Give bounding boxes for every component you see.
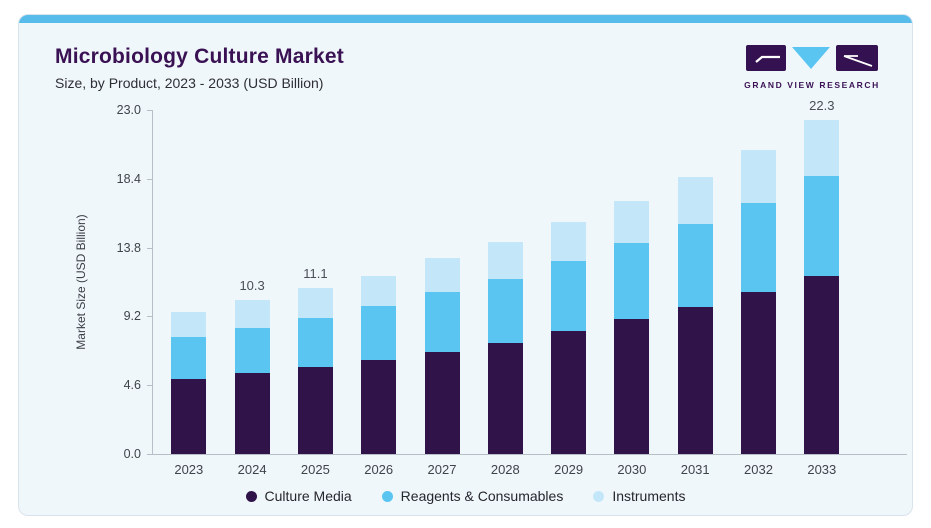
- bar-segment: [171, 337, 207, 380]
- bar-segment: [361, 305, 397, 360]
- card-top-accent-bar: [19, 15, 912, 23]
- y-axis-tick-mark: [147, 316, 153, 318]
- legend-dot-icon: [381, 490, 393, 502]
- bar-total-label: 10.3: [239, 277, 265, 293]
- bar-segment: [234, 299, 270, 329]
- x-axis-tick-label: 2029: [554, 462, 584, 477]
- x-axis-tick-label: 2023: [174, 462, 204, 477]
- y-axis-tick-label: 9.2: [123, 309, 141, 324]
- logo-wordmark: GRAND VIEW RESEARCH: [744, 80, 880, 90]
- bar-segment: [804, 276, 840, 454]
- x-axis-tick-label: 2027: [427, 462, 457, 477]
- legend-item: Instruments: [593, 488, 685, 504]
- gvr-logo-icon: [746, 45, 878, 71]
- bar-segment: [297, 288, 333, 318]
- page-title: Microbiology Culture Market: [55, 45, 344, 68]
- bar-segment: [804, 120, 840, 176]
- bar-segment: [424, 258, 460, 293]
- x-axis-tick-label: 2032: [744, 462, 773, 477]
- bar-segment: [297, 317, 333, 368]
- bar-segment: [297, 367, 333, 454]
- y-axis-tick-mark: [147, 454, 153, 455]
- y-axis-tick-mark: [147, 385, 153, 387]
- stacked-bar-chart-plot-area: Market Size (USD Billion) 0.0 4.6 9.2 13.8 1…: [74, 98, 907, 477]
- y-axis-tick-label: 4.6: [123, 378, 141, 393]
- bar-segment: [551, 222, 587, 262]
- bar-segment: [551, 261, 587, 332]
- x-axis-tick-label: 2026: [364, 462, 394, 477]
- bar-segment: [614, 243, 650, 320]
- y-axis-tick-mark: [147, 247, 153, 249]
- x-axis-tick-label: 2025: [300, 462, 330, 477]
- bar-segment: [361, 359, 397, 454]
- y-axis-title: Market Size (USD Billion): [74, 214, 88, 350]
- bar-segment: [234, 328, 270, 374]
- bar-segment: [741, 202, 776, 293]
- bar-segment: [677, 177, 713, 224]
- legend-label: Instruments: [612, 488, 686, 504]
- x-axis-tick-label: 2028: [490, 462, 520, 477]
- bar-segment: [361, 276, 397, 306]
- bar-segment: [487, 241, 523, 280]
- page-subtitle: Size, by Product, 2023 - 2033 (USD Billi…: [55, 75, 324, 91]
- bar-segment: [741, 150, 776, 203]
- bar-total-label: 22.3: [809, 98, 835, 114]
- bar-segment: [487, 279, 523, 344]
- y-axis-tick-label: 18.4: [116, 171, 141, 186]
- bar-segment: [424, 292, 460, 353]
- bar-segment: [741, 292, 776, 454]
- x-axis-tick-label: 2031: [680, 462, 710, 477]
- bar-segment: [171, 379, 207, 454]
- bar-segment: [614, 319, 650, 454]
- legend-item: Reagents & Consumables: [381, 488, 564, 504]
- bar-segment: [804, 175, 840, 277]
- x-axis-tick-label: 2030: [617, 462, 647, 477]
- bar-segment: [234, 373, 270, 454]
- x-axis-tick-label: 2033: [807, 462, 837, 477]
- legend-label: Reagents & Consumables: [400, 488, 564, 504]
- legend-dot-icon: [593, 490, 605, 502]
- chart-legend: Culture Media Reagents & Consumables Instr…: [19, 488, 912, 504]
- bar-segment: [677, 307, 713, 454]
- legend-label: Culture Media: [264, 488, 352, 504]
- y-axis-tick-mark: [147, 110, 153, 111]
- y-axis-tick-label: 23.0: [116, 103, 141, 117]
- bar-segment: [677, 223, 713, 308]
- bar-segment: [171, 311, 207, 338]
- y-axis-tick-label: 0.0: [123, 447, 141, 461]
- bar-segment: [487, 343, 523, 454]
- bar-total-label: 11.1: [303, 265, 328, 281]
- bar-segment: [551, 331, 587, 454]
- chart-card: Microbiology Culture Market Size, by Pro…: [18, 14, 913, 516]
- x-axis-tick-label: 2024: [237, 462, 267, 477]
- grand-view-research-logo: GRAND VIEW RESEARCH: [742, 45, 882, 90]
- bar-segment: [424, 352, 460, 454]
- legend-dot-icon: [245, 490, 257, 502]
- legend-item: Culture Media: [245, 488, 352, 504]
- y-axis-tick-mark: [147, 178, 153, 180]
- y-axis-tick-label: 13.8: [116, 240, 141, 255]
- bar-segment: [614, 201, 650, 244]
